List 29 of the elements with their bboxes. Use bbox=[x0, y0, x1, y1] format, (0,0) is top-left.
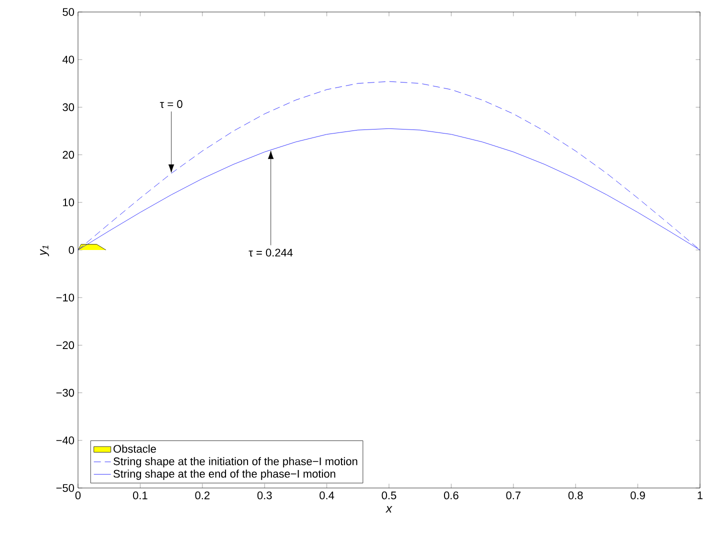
y-tick-label: −40 bbox=[56, 436, 74, 444]
x-tick-label: 0.6 bbox=[444, 492, 458, 500]
x-tick-label: 0.1 bbox=[132, 492, 148, 500]
y-tick-label: 50 bbox=[62, 8, 74, 16]
x-tick-label: 0.7 bbox=[506, 492, 520, 500]
x-tick-label: 0.3 bbox=[257, 492, 272, 500]
x-tick-label: 0.9 bbox=[630, 492, 645, 500]
legend-label: String shape at the initiation of the phase−I motion bbox=[114, 457, 358, 468]
x-axis-title: x bbox=[386, 506, 392, 512]
y-axis-title: y$_{1}$ bbox=[40, 246, 49, 256]
y-tick-label: 0 bbox=[68, 246, 74, 254]
legend-label: String shape at the end of the phase−I motion bbox=[114, 470, 336, 480]
annotation: τ = 0 bbox=[160, 100, 182, 108]
y-tick-label: 40 bbox=[62, 56, 74, 64]
x-tick-label: 1 bbox=[698, 492, 703, 500]
y-tick-label: 20 bbox=[62, 150, 74, 159]
y-tick-label: 30 bbox=[62, 103, 74, 112]
y-tick-label: −20 bbox=[56, 341, 74, 350]
x-tick-label: 0.4 bbox=[320, 492, 334, 500]
y-tick-label: −10 bbox=[56, 294, 74, 302]
x-tick-label: 0.2 bbox=[195, 492, 210, 500]
annotation: τ = 0.244 bbox=[248, 248, 293, 257]
y-tick-label: 10 bbox=[63, 198, 74, 206]
x-tick-label: 0.8 bbox=[568, 492, 583, 500]
x-tick-label: 0 bbox=[75, 492, 81, 500]
y-tick-label: −50 bbox=[56, 484, 74, 492]
y-tick-label: −30 bbox=[56, 388, 74, 397]
x-tick-label: 0.5 bbox=[382, 492, 396, 500]
legend-label: Obstacle bbox=[114, 444, 156, 453]
